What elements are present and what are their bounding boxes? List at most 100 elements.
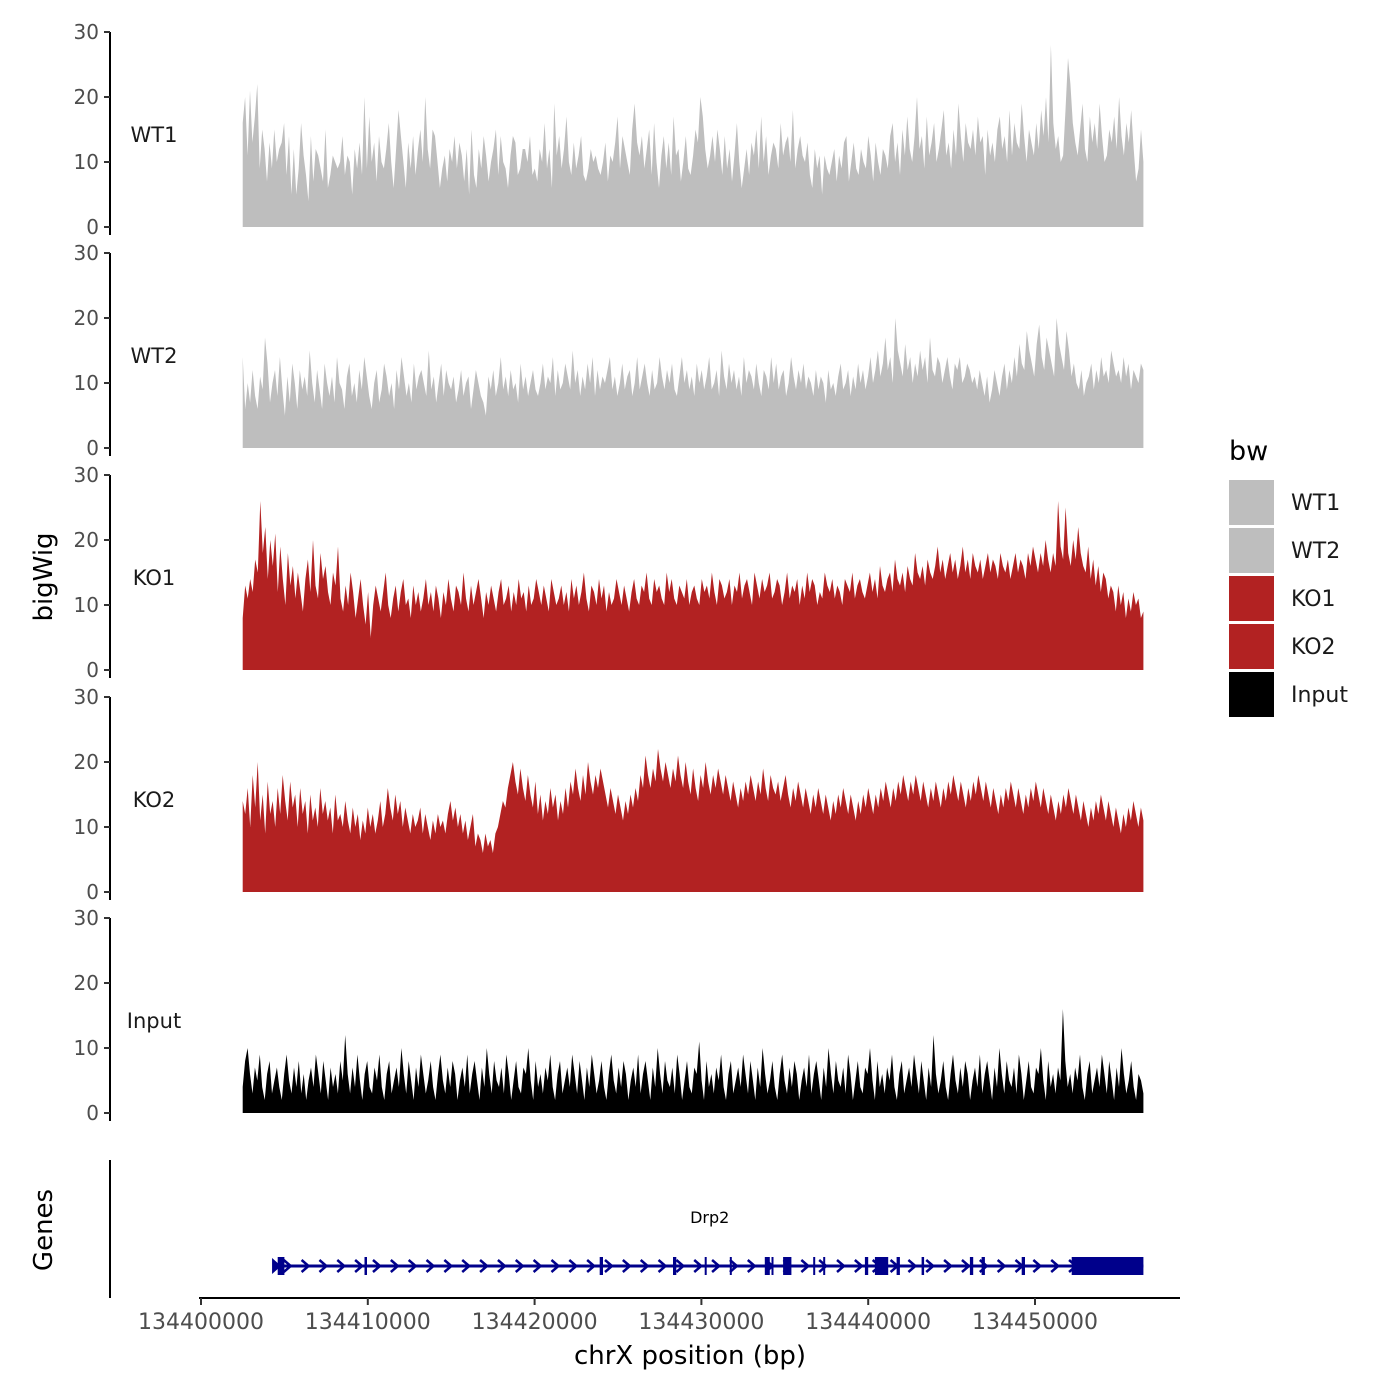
y-tick-label: 0 <box>86 1101 99 1125</box>
legend-label-input: Input <box>1291 683 1348 708</box>
strand-arrow <box>818 1259 829 1273</box>
y-tick-label: 10 <box>74 593 99 617</box>
gene-exon <box>823 1257 826 1275</box>
y-tick-label: 20 <box>74 750 99 774</box>
strand-arrow <box>639 1259 650 1273</box>
gene-exon <box>704 1257 707 1275</box>
signal-area-ko2 <box>242 749 1144 892</box>
strand-arrow <box>657 1259 668 1273</box>
legend-label-wt1: WT1 <box>1291 491 1340 516</box>
strand-arrow <box>996 1259 1007 1273</box>
gene-exon <box>813 1257 816 1275</box>
gene-exon <box>921 1257 925 1275</box>
strand-arrow <box>282 1259 293 1273</box>
gene-exon <box>896 1257 900 1275</box>
legend-swatch-wt2 <box>1229 528 1274 573</box>
y-tick-label: 30 <box>74 241 99 265</box>
strand-arrow <box>390 1259 400 1273</box>
strand-arrow <box>443 1259 454 1273</box>
x-axis: 134400000 134410000 134420000 134430000 1344… <box>138 1297 1180 1335</box>
gene-exon <box>1021 1257 1025 1275</box>
gene-exon <box>673 1257 677 1275</box>
legend-swatch-input <box>1229 672 1274 717</box>
strand-arrow <box>925 1259 936 1273</box>
track-label-ko1: KO1 <box>133 566 176 590</box>
legend-label-wt2: WT2 <box>1291 539 1340 564</box>
track-label-wt2: WT2 <box>131 344 178 368</box>
legend: bw WT1 WT2 KO1 KO2 Input <box>1229 436 1348 717</box>
y-tick-label: 30 <box>74 463 99 487</box>
genes-panel: Drp2 <box>109 1160 1144 1298</box>
strand-arrow <box>836 1259 846 1273</box>
strand-arrow <box>425 1259 436 1273</box>
strand-arrow <box>300 1259 311 1273</box>
legend-label-ko1: KO1 <box>1291 587 1336 612</box>
strand-arrow <box>354 1259 365 1273</box>
x-tick-label: 134420000 <box>472 1310 598 1335</box>
y-tick-label: 20 <box>74 306 99 330</box>
tracks-layer: 0 10 20 30 WT1 0 10 20 30 WT2 0 10 20 30 KO1 0 10 20 30 KO2… <box>74 20 1144 1125</box>
strand-arrow <box>907 1259 918 1273</box>
gene-exon <box>783 1257 792 1275</box>
y-tick-label: 10 <box>74 1036 99 1060</box>
signal-area-ko1 <box>242 501 1144 670</box>
track-label-wt1: WT1 <box>131 123 178 147</box>
track-ko1: 0 10 20 30 KO1 <box>74 463 1144 682</box>
strand-arrow <box>461 1259 472 1273</box>
strand-arrow <box>693 1259 704 1273</box>
strand-arrow <box>711 1259 721 1273</box>
signal-area-wt2 <box>242 318 1144 448</box>
strand-arrow <box>604 1259 614 1273</box>
track-input: 0 10 20 30 Input <box>74 906 1144 1125</box>
strand-arrow <box>1050 1259 1061 1273</box>
y-tick-label: 0 <box>86 880 99 904</box>
gene-start-marker <box>272 1258 282 1274</box>
y-tick-label: 20 <box>74 971 99 995</box>
legend-label-ko2: KO2 <box>1291 635 1336 660</box>
y-tick-label: 0 <box>86 215 99 239</box>
y-tick-label: 0 <box>86 658 99 682</box>
track-wt2: 0 10 20 30 WT2 <box>74 241 1144 460</box>
gene-exon <box>981 1257 985 1275</box>
track-ko2: 0 10 20 30 KO2 <box>74 685 1144 904</box>
strand-arrow <box>729 1259 739 1273</box>
gene-exon <box>764 1257 770 1275</box>
legend-swatch-ko1 <box>1229 576 1274 621</box>
strand-arrow <box>497 1259 507 1273</box>
y-tick-label: 30 <box>74 906 99 930</box>
y-tick-label: 10 <box>74 150 99 174</box>
signal-area-input <box>242 1009 1144 1113</box>
strand-arrow <box>586 1259 597 1273</box>
track-wt1: 0 10 20 30 WT1 <box>74 20 1144 239</box>
strand-arrow <box>675 1259 686 1273</box>
x-tick-label: 134450000 <box>972 1310 1098 1335</box>
gene-exon <box>599 1257 603 1275</box>
legend-swatch-wt1 <box>1229 480 1274 525</box>
y-tick-label: 30 <box>74 20 99 44</box>
signal-area-wt1 <box>242 45 1144 227</box>
strand-arrow <box>961 1259 971 1273</box>
genes-axis-title: Genes <box>29 1189 59 1271</box>
gene-name-label: Drp2 <box>690 1208 729 1227</box>
strand-arrow <box>479 1259 489 1273</box>
y-tick-label: 10 <box>74 371 99 395</box>
track-label-ko2: KO2 <box>133 788 176 812</box>
y-tick-label: 30 <box>74 685 99 709</box>
legend-title: bw <box>1229 436 1268 467</box>
track-label-input: Input <box>127 1009 181 1033</box>
gene-exon <box>729 1257 732 1275</box>
strand-arrow <box>336 1259 347 1273</box>
strand-arrow <box>318 1259 329 1273</box>
x-axis-title: chrX position (bp) <box>574 1341 806 1371</box>
y-tick-label: 20 <box>74 528 99 552</box>
strand-arrow <box>854 1259 864 1273</box>
strand-arrow <box>800 1259 811 1273</box>
y-tick-label: 0 <box>86 436 99 460</box>
gene-exon <box>864 1257 869 1275</box>
x-tick-label: 134440000 <box>805 1310 931 1335</box>
legend-swatch-ko2 <box>1229 624 1274 669</box>
strand-arrow <box>622 1259 632 1273</box>
y-tick-label: 20 <box>74 85 99 109</box>
